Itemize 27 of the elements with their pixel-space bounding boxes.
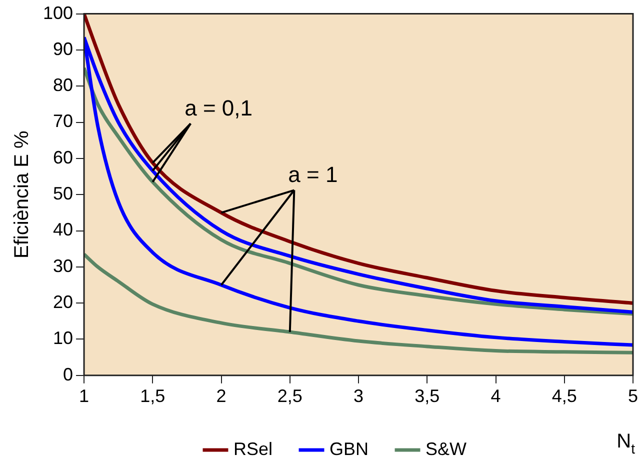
y-axis-title: Eficiència E % (11, 130, 33, 259)
legend-label: GBN (330, 438, 369, 459)
y-tick-label: 0 (63, 364, 74, 384)
y-tick-label: 10 (53, 328, 74, 348)
annotation: a = 0,1 (184, 96, 252, 121)
x-tick-label: 1,5 (140, 386, 166, 406)
y-tick-label: 50 (53, 184, 74, 204)
y-tick-label: 90 (53, 38, 74, 59)
x-tick-label: 4 (490, 386, 501, 406)
legend-label: RSel (233, 438, 273, 459)
y-tick-label: 30 (53, 256, 74, 276)
y-tick-label: 80 (53, 75, 74, 96)
x-tick-label: 2 (216, 386, 226, 406)
annotation: a = 1 (288, 162, 338, 188)
y-tick-label: 20 (53, 292, 74, 312)
x-tick-label: 1 (79, 386, 90, 406)
y-tick-label: 70 (53, 111, 74, 132)
y-tick-label: 60 (53, 147, 74, 168)
x-tick-label: 4,5 (552, 386, 577, 406)
x-tick-label: 5 (628, 386, 638, 406)
y-tick-label: 40 (53, 220, 74, 240)
x-tick-label: 3,5 (414, 386, 440, 406)
line-series (84, 252, 633, 354)
legend-label: S&W (426, 438, 467, 459)
x-tick-label: 2,5 (277, 386, 302, 406)
y-tick-label: 100 (42, 2, 74, 23)
x-tick-label: 3 (354, 386, 364, 406)
